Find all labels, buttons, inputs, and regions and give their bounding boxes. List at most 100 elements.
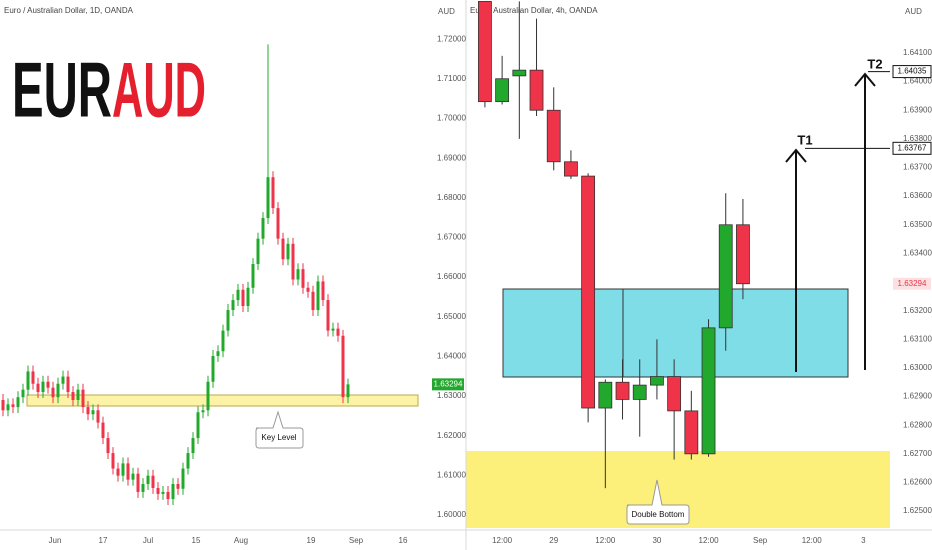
- x-tick-label: 30: [652, 536, 661, 545]
- candle-body: [106, 438, 110, 454]
- y-tick-label: 1.72000: [437, 34, 466, 43]
- candle-body: [76, 389, 80, 400]
- y-tick-label: 1.64000: [437, 351, 466, 360]
- candle-body: [306, 287, 310, 292]
- y-tick-label: 1.60000: [437, 510, 466, 519]
- candle-body: [211, 355, 215, 382]
- y-tick-label: 1.63000: [437, 391, 466, 400]
- candle-body: [236, 289, 240, 301]
- candle-body: [701, 327, 716, 455]
- candle-body: [216, 351, 220, 356]
- candles: [1, 44, 350, 506]
- candle-body: [581, 175, 596, 409]
- y-tick-label: 1.68000: [437, 193, 466, 202]
- last-price-box: [893, 277, 931, 290]
- candle-body: [316, 281, 320, 310]
- x-tick-label: Aug: [234, 536, 248, 545]
- key-level-zone: [26, 394, 419, 407]
- candle-body: [1, 399, 5, 411]
- x-tick-label: Sep: [349, 536, 364, 545]
- candle-body: [321, 281, 325, 301]
- key-level-callout: [255, 410, 304, 449]
- y-tick-label: 1.63600: [903, 191, 932, 200]
- candle-body: [111, 453, 115, 469]
- last-price-label: 1.63294: [898, 279, 927, 288]
- x-tick-label: 12:00: [492, 536, 513, 545]
- candle-body: [326, 300, 330, 331]
- target-price-box: [892, 141, 932, 155]
- candle-body: [271, 177, 275, 209]
- candle-body: [296, 269, 300, 280]
- price-unit: AUD: [438, 7, 455, 16]
- candle-body: [186, 453, 190, 469]
- price-unit: AUD: [905, 7, 922, 16]
- candle-body: [266, 177, 270, 219]
- candle-body: [121, 463, 125, 476]
- candle-body: [336, 328, 340, 336]
- candle-body: [650, 376, 664, 386]
- candle-body: [96, 410, 100, 423]
- candle-body: [36, 383, 40, 393]
- y-tick-label: 1.64000: [903, 77, 932, 86]
- y-tick-label: 1.66000: [437, 272, 466, 281]
- candle-body: [598, 381, 613, 409]
- candle-body: [46, 381, 50, 388]
- x-tick-label: 12:00: [699, 536, 720, 545]
- candle-body: [191, 438, 195, 454]
- x-tick-label: Sep: [753, 536, 768, 545]
- logo-base: EUR: [12, 46, 112, 134]
- t1-label: T1: [797, 132, 812, 147]
- candle-body: [311, 291, 315, 310]
- x-tick-label: 16: [399, 536, 408, 545]
- candle-body: [116, 468, 120, 476]
- t2-arrow-head: [854, 72, 876, 87]
- target-price-label: 1.64035: [898, 67, 927, 76]
- candle-body: [11, 404, 15, 408]
- candle-body: [166, 491, 170, 500]
- y-tick-label: 1.61000: [437, 470, 466, 479]
- candle-body: [301, 269, 305, 288]
- y-tick-label: 1.67000: [437, 233, 466, 242]
- y-tick-label: 1.63800: [903, 134, 932, 143]
- candle-body: [6, 404, 10, 411]
- candle-body: [512, 69, 527, 77]
- y-tick-label: 1.64100: [903, 48, 932, 57]
- candle-body: [86, 407, 90, 415]
- candle-body: [286, 243, 290, 260]
- candle-body: [171, 484, 175, 500]
- candle-body: [276, 208, 280, 239]
- candle-body: [341, 335, 345, 398]
- candle-body: [478, 1, 492, 103]
- y-tick-label: 1.63400: [903, 249, 932, 258]
- candle-body: [346, 384, 350, 398]
- y-tick-label: 1.62700: [903, 449, 932, 458]
- candle-body: [151, 475, 155, 488]
- target-price-label: 1.63767: [898, 143, 927, 152]
- y-tick-label: 1.63200: [903, 306, 932, 315]
- candle-body: [126, 463, 130, 480]
- candle-body: [632, 384, 647, 400]
- y-tick-label: 1.70000: [437, 114, 466, 123]
- candle-body: [495, 78, 510, 103]
- x-tick-label: Jun: [49, 536, 62, 545]
- target-price-box: [892, 65, 932, 79]
- x-tick-label: 12:00: [595, 536, 616, 545]
- candle-body: [31, 371, 35, 384]
- candles: [478, 1, 750, 489]
- candle-body: [226, 309, 230, 331]
- candle-body: [251, 264, 255, 288]
- y-tick-label: 1.62600: [903, 478, 932, 487]
- candle-body: [206, 381, 210, 411]
- candle-body: [161, 491, 165, 494]
- y-tick-label: 1.65000: [437, 312, 466, 321]
- last-price-label: 1.63294: [434, 379, 463, 388]
- candle-body: [261, 218, 265, 239]
- double-bottom-label: Double Bottom: [632, 510, 685, 519]
- y-tick-label: 1.62800: [903, 420, 932, 429]
- candle-body: [529, 69, 544, 111]
- candle-body: [684, 410, 699, 455]
- candle-body: [71, 392, 75, 400]
- candle-body: [61, 376, 65, 384]
- candle-body: [16, 397, 20, 408]
